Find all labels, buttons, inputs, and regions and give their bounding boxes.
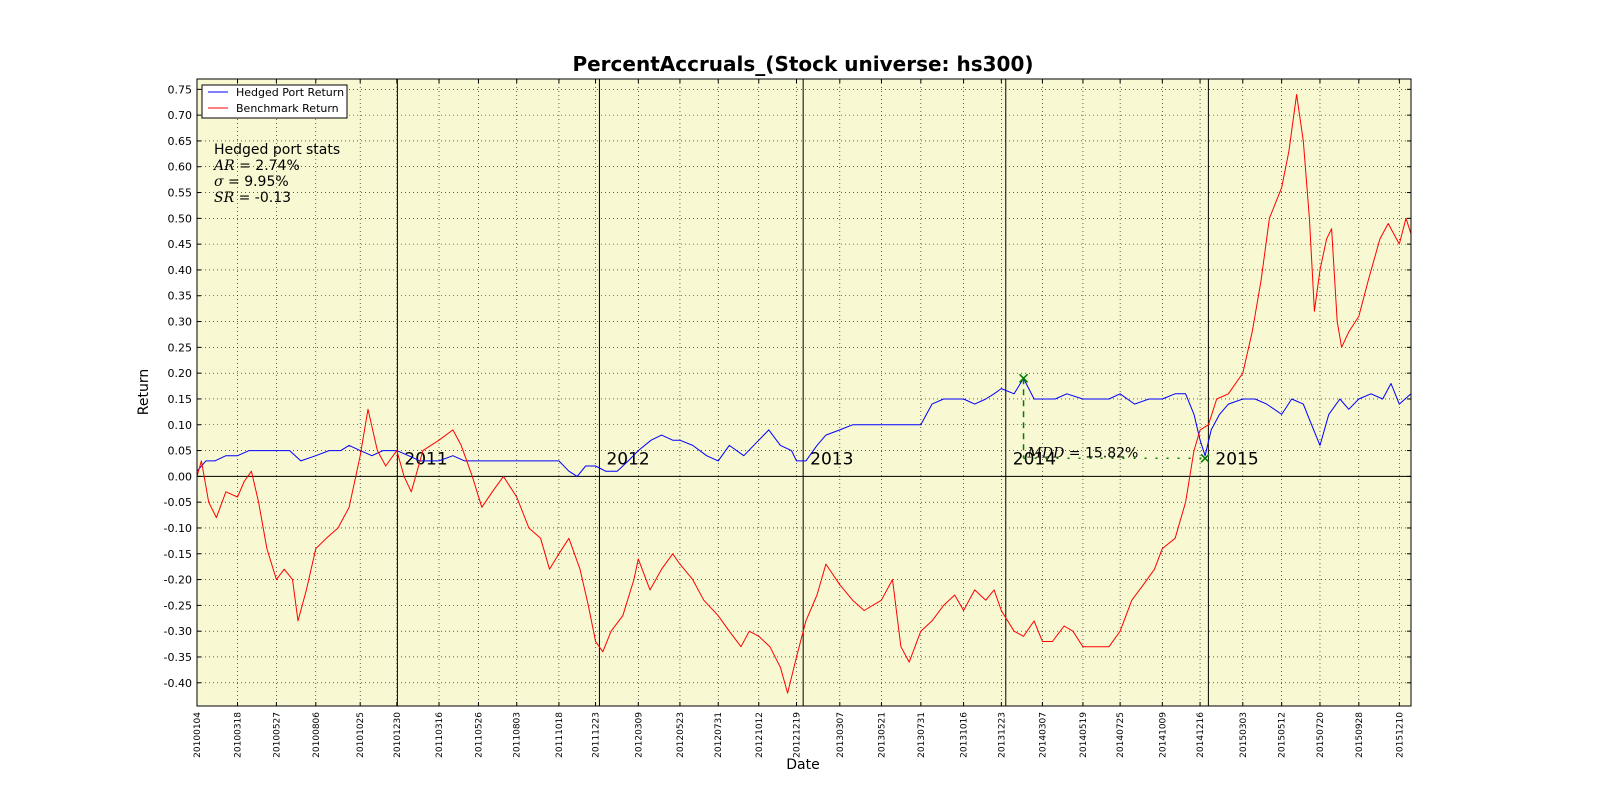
x-tick-label: 20110316 [435,712,445,758]
x-axis-label: Date [786,757,819,773]
y-tick-label: -0.20 [164,574,192,587]
y-tick-label: -0.30 [164,625,192,638]
y-tick-label: 0.35 [168,290,193,303]
stats-sigma-value: 9.95% [244,174,288,190]
y-tick-label: 0.75 [168,83,193,96]
y-tick-label: -0.25 [164,599,192,612]
y-tick-label: 0.70 [168,109,193,122]
y-tick-label: 0.05 [168,445,193,458]
stats-ar-symbol: AR [212,158,235,174]
y-tick-label: 0.25 [168,341,193,354]
stats-sr-symbol: SR [214,190,235,206]
x-tick-label: 20120523 [676,712,686,758]
benchmark-return-line [196,94,1412,694]
stats-sr: SR = -0.13 [214,190,291,206]
x-tick-label: 20111223 [592,712,602,758]
x-tick-label: 20101230 [393,712,403,758]
x-tick-label: 20141216 [1196,712,1206,758]
mdd-equals: = [1064,445,1085,461]
y-tick-label: 0.50 [168,212,193,225]
x-tick-label: 20130731 [917,712,927,758]
mdd-value: 15.82% [1085,445,1138,461]
y-tick-label: 0.10 [168,419,193,432]
y-tick-label: 0.65 [168,135,193,148]
x-tick-label: 20120731 [714,712,724,758]
mdd-trough-marker [1200,453,1210,463]
series-layer [196,94,1412,694]
x-tick-label: 20120309 [634,712,644,758]
y-tick-label: -0.15 [164,548,192,561]
x-tick-label: 20110526 [474,712,484,758]
year-label: 2014 [1013,449,1056,469]
x-tick-label: 20150928 [1355,712,1365,758]
y-axis-label: Return [136,369,152,415]
y-tick-label: 0.20 [168,367,193,380]
grid-lines [196,79,1411,706]
plot-border [196,78,1412,707]
year-label: 2012 [606,449,649,469]
x-tick-label: 20100527 [272,712,282,758]
y-tick-label: -0.35 [164,651,192,664]
max-drawdown-annotation: MDD = 15.82% [1019,373,1210,463]
stats-sr-value: -0.13 [255,190,291,206]
y-tick-label: 0.40 [168,264,193,277]
x-tick-label: 20101025 [356,712,366,758]
x-tick-label: 20140725 [1116,712,1126,758]
hedged-return-line [196,377,1412,477]
stats-sigma: σ = 9.95% [214,174,289,190]
x-tick-label: 20131223 [997,712,1007,758]
y-tick-label: 0.15 [168,393,193,406]
y-tick-label: -0.05 [164,496,192,509]
y-tick-label: 0.45 [168,238,193,251]
year-label: 2015 [1215,449,1258,469]
stats-heading: Hedged port stats [214,142,340,158]
x-tick-label: 20151210 [1395,712,1405,758]
y-tick-label: 0.00 [168,470,193,483]
legend: Hedged Port Return Benchmark Return [201,84,348,119]
stats-box: Hedged port stats AR = 2.74% σ = 9.95% S… [212,142,340,206]
x-tick-label: 20150720 [1316,712,1326,758]
x-tick-label: 20110803 [513,712,523,758]
mdd-label: MDD = 15.82% [1027,445,1139,461]
x-tick-label: 20100104 [193,712,203,758]
x-tick-label: 20140307 [1038,712,1048,758]
stats-ar: AR = 2.74% [212,158,300,174]
x-tick-label: 20100806 [312,712,322,758]
legend-benchmark-label: Benchmark Return [236,102,339,115]
y-tick-label: -0.10 [164,522,192,535]
x-tick-label: 20150303 [1239,712,1249,758]
x-tick-label: 20121219 [793,712,803,758]
x-axis-ticks: 20100104 20100318 20100527 20100806 20101025… [193,79,1405,758]
x-tick-label: 20100318 [234,712,244,758]
year-label: 2011 [404,449,447,469]
x-tick-label: 20131016 [960,712,970,758]
y-tick-label: 0.60 [168,161,193,174]
y-tick-label: 0.30 [168,316,193,329]
year-markers: 2011 2012 2013 2014 2015 [396,79,1259,706]
x-tick-label: 20140519 [1079,712,1089,758]
x-tick-label: 20141009 [1158,712,1168,758]
year-label: 2013 [810,449,853,469]
legend-hedged-label: Hedged Port Return [236,86,344,99]
chart-title: PercentAccruals_(Stock universe: hs300) [572,52,1033,76]
x-tick-label: 20130307 [836,712,846,758]
x-tick-label: 20130521 [877,712,887,758]
stats-ar-value: 2.74% [255,158,299,174]
x-tick-label: 20150512 [1278,712,1288,758]
y-axis-ticks: 0.75 0.70 0.65 0.60 0.55 0.50 0.45 0.40 0.35 0.30… [164,83,1411,690]
x-tick-label: 20111018 [555,712,565,758]
y-tick-label: 0.55 [168,187,193,200]
mdd-symbol: MDD [1027,445,1065,461]
mdd-peak-marker [1019,373,1029,383]
stats-sigma-symbol: σ [214,174,224,190]
y-tick-label: -0.40 [164,677,192,690]
legend-box [201,84,348,119]
x-tick-label: 20121012 [755,712,765,758]
